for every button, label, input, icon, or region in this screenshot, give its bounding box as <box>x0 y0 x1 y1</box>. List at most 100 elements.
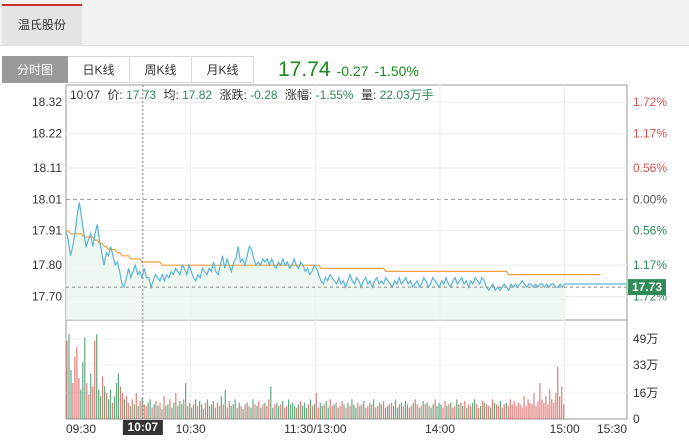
volume-bar <box>383 401 385 419</box>
volume-bar <box>381 404 383 419</box>
volume-bar <box>509 399 511 419</box>
volume-bar <box>226 407 228 419</box>
tab-daily-k[interactable]: 日K线 <box>68 56 130 83</box>
volume-bar <box>454 405 456 419</box>
volume-bar <box>212 401 214 419</box>
volume-bar <box>424 404 426 419</box>
volume-bar <box>240 405 242 419</box>
volume-bar <box>94 340 96 419</box>
volume-bar <box>163 396 165 419</box>
volume-bar <box>440 404 442 419</box>
stock-tab[interactable]: 温氏股份 <box>2 4 82 46</box>
x-tick-label: 15:30 <box>597 422 627 436</box>
current-price-tag-text: 17.73 <box>632 280 662 294</box>
volume-bar <box>224 389 226 419</box>
volume-bar <box>507 405 509 419</box>
volume-bar <box>252 399 254 419</box>
tab-intraday[interactable]: 分时图 <box>2 56 68 83</box>
y-tick-label: 17.80 <box>32 258 62 272</box>
volume-bar <box>104 386 106 419</box>
volume-bar <box>432 404 434 419</box>
info-change-label: 涨跌: <box>220 87 247 102</box>
volume-bar <box>448 404 450 419</box>
tab-monthly-k[interactable]: 月K线 <box>192 56 254 83</box>
volume-bar <box>278 405 280 419</box>
volume-bar <box>525 405 527 419</box>
volume-bar <box>416 404 418 419</box>
volume-bar <box>351 399 353 419</box>
volume-bar <box>125 396 127 419</box>
volume-bar <box>519 404 521 419</box>
tab-weekly-k[interactable]: 周K线 <box>130 56 192 83</box>
volume-bar <box>359 405 361 419</box>
volume-bar <box>430 407 432 419</box>
volume-bar <box>321 405 323 419</box>
volume-bar <box>165 405 167 419</box>
volume-bar <box>204 402 207 419</box>
volume-bar <box>428 405 430 419</box>
volume-bar <box>533 392 535 419</box>
volume-bar <box>557 366 559 419</box>
volume-bar <box>167 404 169 419</box>
volume-bar <box>404 401 406 419</box>
volume-bar <box>80 389 82 419</box>
volume-bar <box>175 392 177 419</box>
y-tick-label: 18.11 <box>33 161 62 175</box>
volume-bar <box>258 401 260 419</box>
x-tick-label: 14:00 <box>425 422 455 436</box>
volume-bar <box>284 407 286 419</box>
volume-bar <box>309 399 311 419</box>
volume-bar <box>294 405 296 419</box>
volume-bar <box>390 402 393 419</box>
volume-bar <box>408 407 410 419</box>
volume-bar <box>503 404 505 419</box>
volume-bar <box>333 404 335 419</box>
price-area-fill <box>66 202 565 320</box>
volume-bar <box>111 402 114 419</box>
volume-bar <box>157 405 159 419</box>
pct-tick-label: 0.56% <box>633 224 667 238</box>
volume-bar <box>262 404 264 419</box>
chart-frame <box>65 84 628 420</box>
volume-bar <box>373 399 375 419</box>
volume-bar <box>282 401 284 419</box>
intraday-chart[interactable]: 18.32 18.22 18.11 18.01 17.91 17.80 17.70 1.72… <box>0 84 689 441</box>
volume-bar <box>96 334 98 419</box>
header-bar: 温氏股份 <box>0 0 689 46</box>
price-axis-labels: 18.32 18.22 18.11 18.01 17.91 17.80 17.70 <box>32 95 62 303</box>
volume-bar <box>250 407 252 419</box>
volume-bar <box>367 405 369 419</box>
volume-bar <box>468 404 470 419</box>
volume-bar <box>76 347 78 419</box>
volume-bar <box>216 402 218 419</box>
volume-bar <box>483 402 486 419</box>
volume-bar <box>436 405 438 419</box>
volume-bar <box>349 405 351 419</box>
volume-bar <box>412 402 414 419</box>
volume-axis-labels: 49万 33万 16万 0 <box>633 332 658 426</box>
volume-bar <box>361 404 363 419</box>
volume-bar <box>74 357 76 419</box>
volume-bar <box>189 402 191 419</box>
volume-bar <box>535 405 537 419</box>
volume-bar <box>343 404 345 419</box>
volume-bar <box>487 405 490 419</box>
volume-bar <box>218 405 220 419</box>
volume-bar <box>331 405 333 419</box>
volume-bar <box>187 405 189 419</box>
volume-bar <box>317 407 319 419</box>
pct-tick-label: 1.17% <box>633 258 667 272</box>
volume-bar <box>388 404 391 419</box>
volume-bar <box>464 401 466 419</box>
volume-bar <box>418 407 420 419</box>
volume-bar <box>493 402 495 419</box>
volume-bar <box>452 407 454 419</box>
info-vol-label: 量: <box>361 88 376 102</box>
volume-bar <box>260 407 262 419</box>
time-axis-labels: 09:30 10:30 11:30/13:00 14:00 15:00 15:30 <box>66 422 627 436</box>
volume-bar <box>169 399 171 419</box>
volume-bar <box>438 402 440 419</box>
info-price-label: 价: <box>107 88 122 102</box>
volume-bar <box>155 401 157 419</box>
volume-bar <box>513 401 515 419</box>
